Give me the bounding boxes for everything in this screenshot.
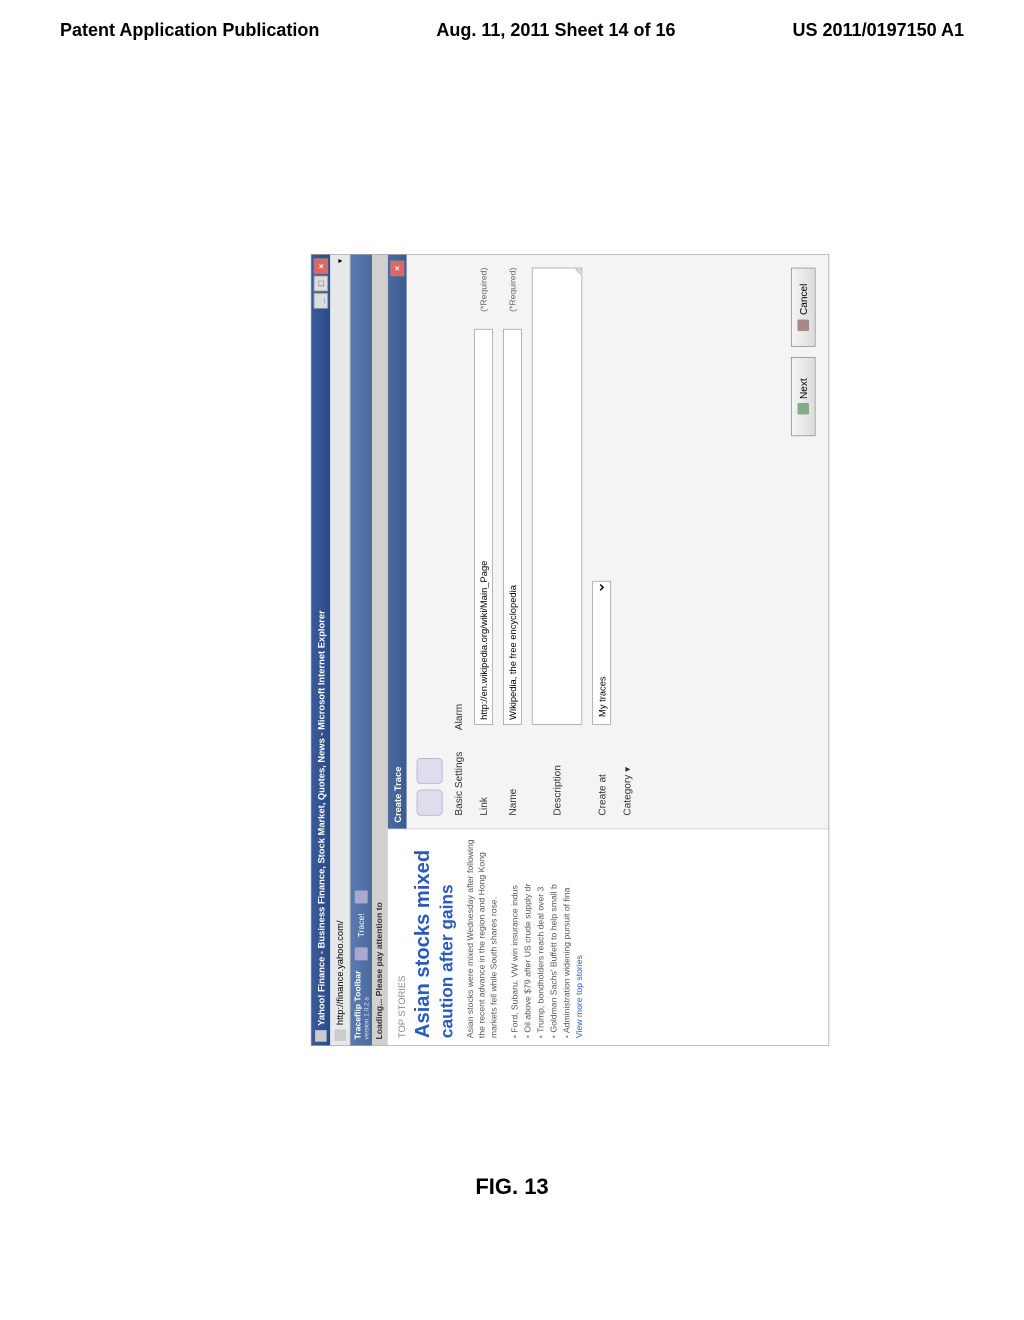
name-input[interactable] xyxy=(503,329,522,725)
next-button[interactable]: Next xyxy=(791,357,815,436)
headline-line2[interactable]: caution after gains xyxy=(438,836,457,1038)
tab-basic[interactable]: Basic Settings xyxy=(453,752,465,816)
address-bar: http://finance.yahoo.com/ ▾ xyxy=(330,255,350,1046)
page-icon xyxy=(334,1029,346,1041)
dialog-title: Create Trace xyxy=(392,767,403,823)
traceflip-toolbar: Traceflip Toolbar version 1.0.2 a Trace! xyxy=(350,255,372,1046)
row-link: Link (*Required) xyxy=(474,268,493,816)
description-label: Description xyxy=(551,736,563,815)
dialog-tab-icons xyxy=(417,268,443,816)
row-name: Name (*Required) xyxy=(503,268,522,816)
list-item[interactable]: Trump, bondholders reach deal over 3 xyxy=(535,836,545,1038)
header-center: Aug. 11, 2011 Sheet 14 of 16 xyxy=(436,20,675,41)
header-left: Patent Application Publication xyxy=(60,20,319,41)
maximize-button[interactable]: □ xyxy=(314,276,328,292)
tab-icon-basic[interactable] xyxy=(417,790,443,816)
list-item[interactable]: Goldman Sachs' Buffett to help small b xyxy=(548,836,558,1038)
trace-button[interactable]: Trace! xyxy=(356,913,366,937)
figure-caption: FIG. 13 xyxy=(0,1174,1024,1200)
url-dropdown-icon[interactable]: ▾ xyxy=(335,259,344,263)
row-category: Category ▾ xyxy=(621,268,633,816)
loading-status: Loading... Please pay attention to xyxy=(372,255,388,1046)
row-createat: Create at My traces xyxy=(592,268,611,816)
row-description: Description xyxy=(532,268,582,816)
app-icon xyxy=(315,1030,327,1042)
header-right: US 2011/0197150 A1 xyxy=(793,20,964,41)
toolbar-icon-2[interactable] xyxy=(355,890,368,903)
link-required: (*Required) xyxy=(479,268,489,312)
link-label: Link xyxy=(478,736,490,815)
tab-alarm[interactable]: Alarm xyxy=(453,704,465,730)
section-label: TOP STORIES xyxy=(396,836,407,1038)
minimize-button[interactable]: _ xyxy=(314,293,328,309)
cancel-button[interactable]: Cancel xyxy=(791,268,815,347)
dialog-buttons: Next Cancel xyxy=(782,255,828,829)
patent-page-header: Patent Application Publication Aug. 11, … xyxy=(0,0,1024,51)
headline-line1[interactable]: Asian stocks mixed xyxy=(412,836,434,1038)
dialog-body: Basic Settings Alarm Link (*Required) Na… xyxy=(407,255,783,829)
dialog-tab-labels: Basic Settings Alarm xyxy=(453,268,465,816)
browser-window: Yahoo! Finance - Business Finance, Stock… xyxy=(311,254,829,1046)
toolbar-name: Traceflip Toolbar xyxy=(353,971,363,1040)
news-pane: TOP STORIES Asian stocks mixed caution a… xyxy=(388,829,829,1045)
name-label: Name xyxy=(507,736,519,815)
createat-label: Create at xyxy=(596,736,608,815)
createat-select[interactable]: My traces xyxy=(592,581,611,725)
cancel-icon xyxy=(798,319,810,331)
news-list: Ford, Subaru, VW win insurance indus Oil… xyxy=(509,836,571,1038)
list-item[interactable]: Oil above $79 after US crude supply dr xyxy=(522,836,532,1038)
cancel-label: Cancel xyxy=(798,284,810,315)
name-required: (*Required) xyxy=(507,268,517,312)
next-icon xyxy=(798,403,810,415)
tab-icon-alarm[interactable] xyxy=(417,758,443,784)
window-titlebar: Yahoo! Finance - Business Finance, Stock… xyxy=(312,255,331,1046)
toolbar-brand: Traceflip Toolbar version 1.0.2 a xyxy=(353,971,370,1040)
content-area: TOP STORIES Asian stocks mixed caution a… xyxy=(388,255,829,1046)
url-text[interactable]: http://finance.yahoo.com/ xyxy=(335,266,346,1025)
toolbar-icon-1[interactable] xyxy=(355,948,368,961)
list-item[interactable]: Ford, Subaru, VW win insurance indus xyxy=(509,836,519,1038)
dialog-close-button[interactable]: × xyxy=(390,260,404,276)
list-item[interactable]: Administration widening pursuit of fina xyxy=(561,836,571,1038)
link-input[interactable] xyxy=(474,329,493,725)
view-more-link[interactable]: View more top stories xyxy=(574,836,584,1038)
description-input[interactable] xyxy=(532,268,582,725)
close-button[interactable]: × xyxy=(314,258,328,274)
dialog-titlebar: Create Trace × xyxy=(388,255,407,829)
toolbar-version: version 1.0.2 a xyxy=(363,971,370,1040)
create-trace-dialog: Create Trace × Basic Settings Alarm Link… xyxy=(388,255,829,830)
next-label: Next xyxy=(798,378,810,399)
news-body: Asian stocks were mixed Wednesday after … xyxy=(464,836,499,1038)
window-title: Yahoo! Finance - Business Finance, Stock… xyxy=(315,610,326,1026)
status-text: Loading... Please pay attention to xyxy=(374,902,384,1039)
category-label[interactable]: Category ▾ xyxy=(621,736,633,815)
